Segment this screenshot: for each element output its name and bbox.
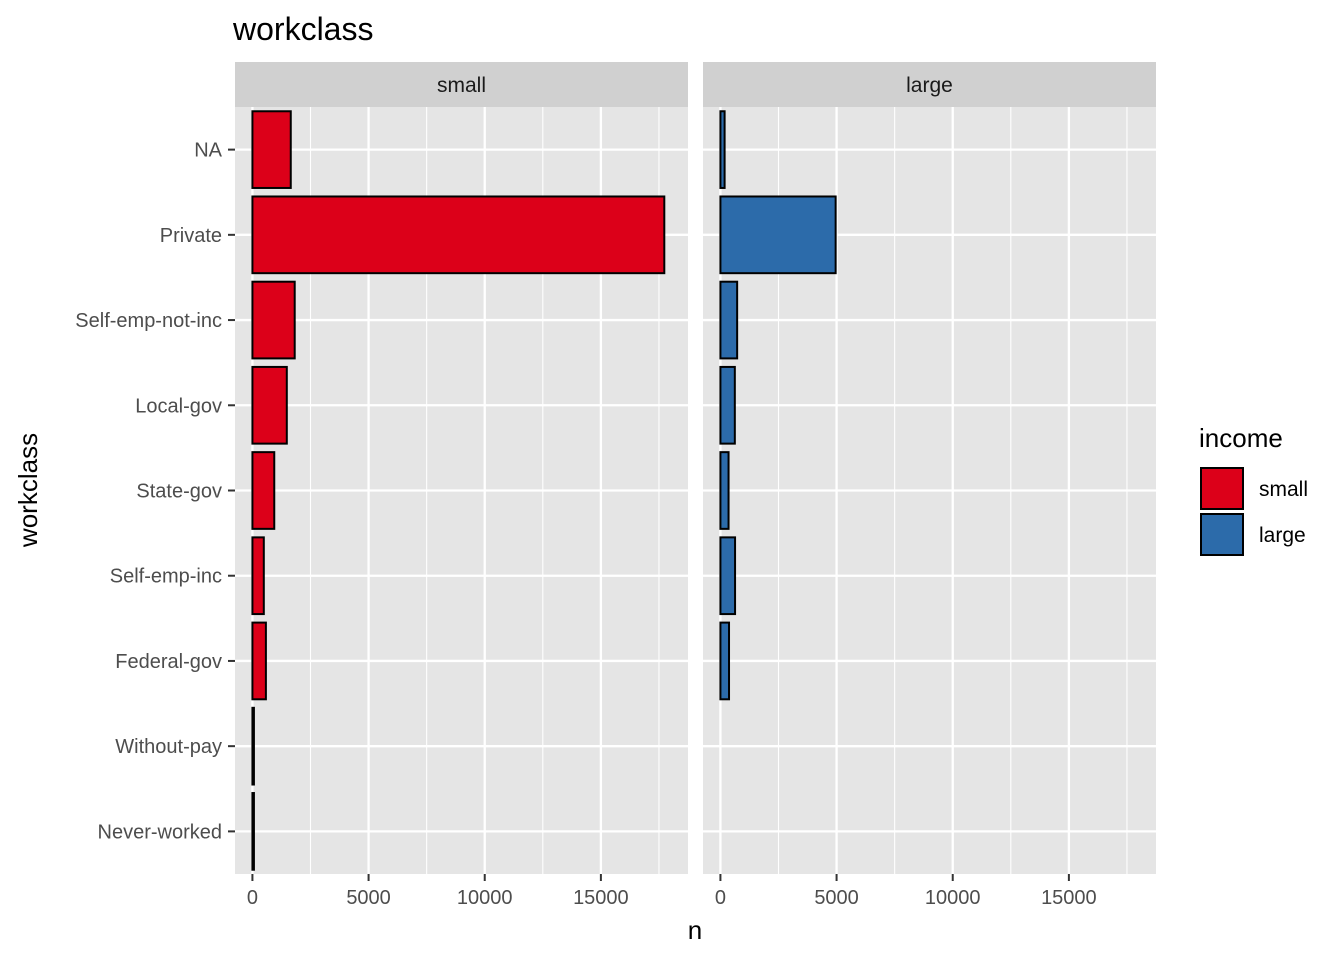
bar-small-Never-worked — [251, 792, 255, 871]
facet-strip — [235, 62, 688, 107]
x-tick-label: 10000 — [925, 887, 981, 909]
x-tick-label: 10000 — [457, 887, 513, 909]
bar-small-NA — [251, 110, 292, 189]
x-tick-label: 0 — [715, 887, 726, 909]
y-tick-label: Never-worked — [98, 821, 222, 843]
bar-large-Self-emp-inc — [719, 536, 737, 616]
y-tick-label: Without-pay — [115, 736, 222, 758]
y-tick-label: Private — [160, 225, 222, 247]
bar-small-Private — [251, 195, 666, 275]
x-tick-label: 5000 — [814, 887, 859, 909]
bar-small-Federal-gov — [251, 621, 267, 701]
bar-large-NA — [719, 110, 726, 189]
x-axis-title: n — [688, 915, 702, 945]
legend-key-small — [1200, 467, 1244, 510]
x-tick-label: 15000 — [573, 887, 629, 909]
x-tick-label: 5000 — [346, 887, 391, 909]
bar-small-Without-pay — [251, 706, 255, 786]
x-tick-label: 0 — [247, 887, 258, 909]
x-tick-label: 15000 — [1041, 887, 1097, 909]
facet-strip-label: small — [437, 74, 486, 97]
bar-small-Self-emp-not-inc — [251, 280, 296, 360]
facet-strip-label: large — [906, 74, 953, 97]
legend: income small large — [1199, 423, 1308, 556]
bar-large-Self-emp-not-inc — [719, 280, 739, 360]
bar-large-Local-gov — [719, 365, 736, 445]
bar-small-Local-gov — [251, 365, 288, 445]
y-tick-label: State-gov — [136, 481, 222, 503]
legend-key-large — [1200, 513, 1244, 556]
bar-large-State-gov — [719, 451, 730, 530]
legend-title: income — [1199, 423, 1283, 453]
legend-label-large: large — [1259, 524, 1306, 547]
legend-label-small: small — [1259, 478, 1308, 501]
chart-title: workclass — [232, 11, 373, 47]
facet-panels: small 0 5000 10000 15000 large 0 5000 10000 15000 — [235, 62, 1156, 909]
y-tick-label: Local-gov — [135, 395, 222, 417]
facet-strip — [703, 62, 1156, 107]
bar-large-Private — [719, 195, 837, 275]
y-axis-title: workclass — [13, 433, 43, 548]
y-axis: NA Private Self-emp-not-inc Local-gov State-… — [75, 140, 235, 843]
bar-small-State-gov — [251, 451, 276, 530]
bar-small-Self-emp-inc — [251, 536, 265, 616]
y-tick-label: Self-emp-not-inc — [75, 310, 222, 332]
y-tick-label: Federal-gov — [115, 651, 222, 673]
facet-panel-small: small 0 5000 10000 15000 — [235, 62, 688, 909]
y-tick-label: NA — [194, 140, 222, 162]
y-tick-label: Self-emp-inc — [110, 566, 222, 588]
bar-large-Federal-gov — [719, 621, 731, 701]
facet-panel-large: large 0 5000 10000 15000 — [703, 62, 1156, 909]
